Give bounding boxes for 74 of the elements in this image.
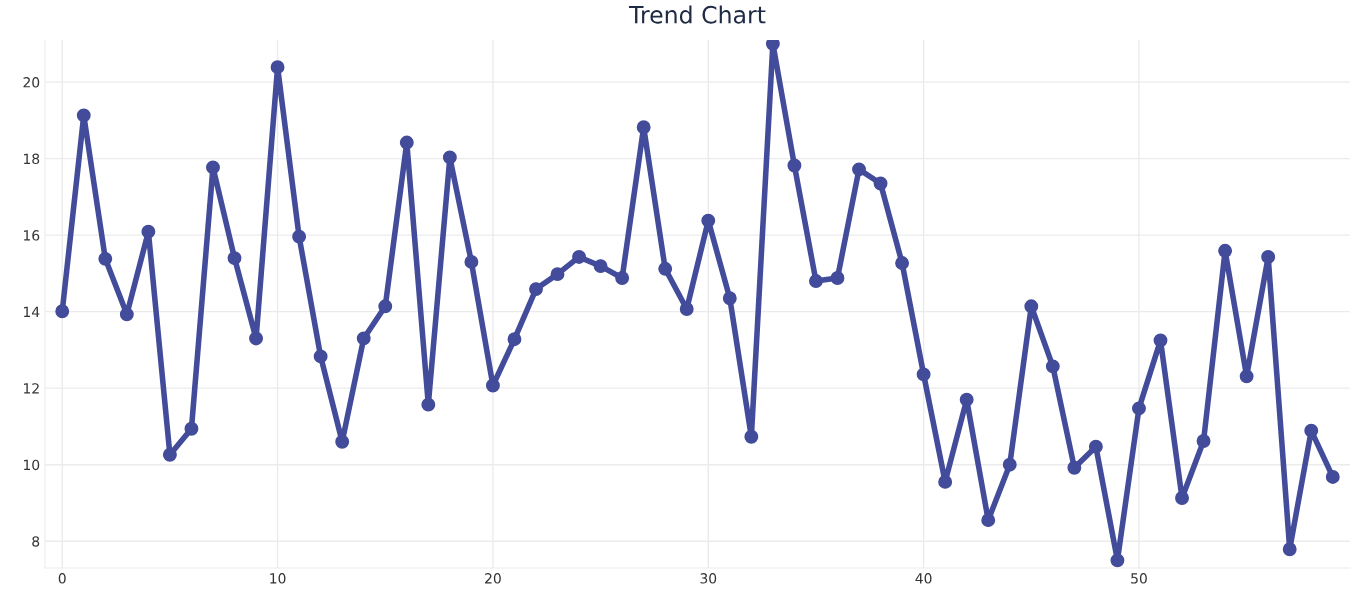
y-tick-label: 16 xyxy=(23,230,40,241)
point xyxy=(895,256,910,271)
x-tick-label: 40 xyxy=(915,573,932,584)
point xyxy=(744,429,759,444)
point xyxy=(1261,249,1276,264)
point xyxy=(206,160,220,175)
point xyxy=(873,176,888,191)
point xyxy=(249,331,263,346)
point xyxy=(1153,333,1168,348)
point xyxy=(55,304,70,319)
point xyxy=(1024,299,1039,314)
point xyxy=(270,60,285,75)
y-tick-label: 12 xyxy=(23,383,39,394)
point xyxy=(378,299,393,314)
point xyxy=(529,282,543,297)
point xyxy=(722,291,737,306)
point xyxy=(162,447,177,462)
point xyxy=(1132,401,1146,416)
point xyxy=(421,397,436,412)
point xyxy=(916,367,931,382)
point xyxy=(852,162,866,177)
x-tick-label: 30 xyxy=(700,573,717,584)
x-tick-label: 20 xyxy=(485,573,501,584)
point xyxy=(507,332,522,347)
point xyxy=(1282,542,1297,557)
y-tick-label: 10 xyxy=(23,459,40,471)
point xyxy=(464,254,479,269)
point xyxy=(442,150,457,165)
point xyxy=(1239,369,1254,384)
point xyxy=(1175,491,1189,505)
point xyxy=(76,108,91,123)
x-tick-label: 50 xyxy=(1131,573,1147,584)
point xyxy=(765,40,780,51)
point xyxy=(808,274,823,288)
point xyxy=(1045,359,1060,374)
point xyxy=(959,392,974,407)
point xyxy=(399,135,414,150)
point xyxy=(141,224,156,239)
point xyxy=(938,474,953,489)
point xyxy=(787,158,802,173)
point xyxy=(184,421,199,436)
point xyxy=(615,271,630,285)
point xyxy=(356,331,371,346)
x-tick-label: 10 xyxy=(270,573,286,584)
point xyxy=(1110,553,1125,568)
point xyxy=(550,267,565,282)
point xyxy=(1196,434,1211,448)
point xyxy=(98,251,113,266)
point xyxy=(658,261,673,276)
y-tick-label: 14 xyxy=(23,306,40,317)
y-tick-label: 20 xyxy=(23,77,40,88)
point xyxy=(1002,457,1017,472)
point xyxy=(981,513,996,528)
point xyxy=(679,302,694,316)
point xyxy=(830,271,845,285)
point xyxy=(1088,439,1103,454)
point xyxy=(572,249,587,264)
y-tick-label: 18 xyxy=(23,153,40,165)
point xyxy=(292,229,307,244)
point xyxy=(119,307,134,322)
point xyxy=(1067,460,1082,475)
point xyxy=(313,349,328,364)
point xyxy=(335,434,350,449)
x-tick-label: 0 xyxy=(58,573,66,584)
point xyxy=(1218,243,1233,258)
point xyxy=(701,213,716,228)
chart-title: Trend Chart xyxy=(628,5,766,24)
point xyxy=(485,378,500,393)
point xyxy=(227,251,242,266)
y-tick-label: 8 xyxy=(32,536,40,547)
point xyxy=(1304,423,1319,438)
point xyxy=(1325,469,1340,484)
point xyxy=(593,259,608,274)
point xyxy=(636,120,651,135)
